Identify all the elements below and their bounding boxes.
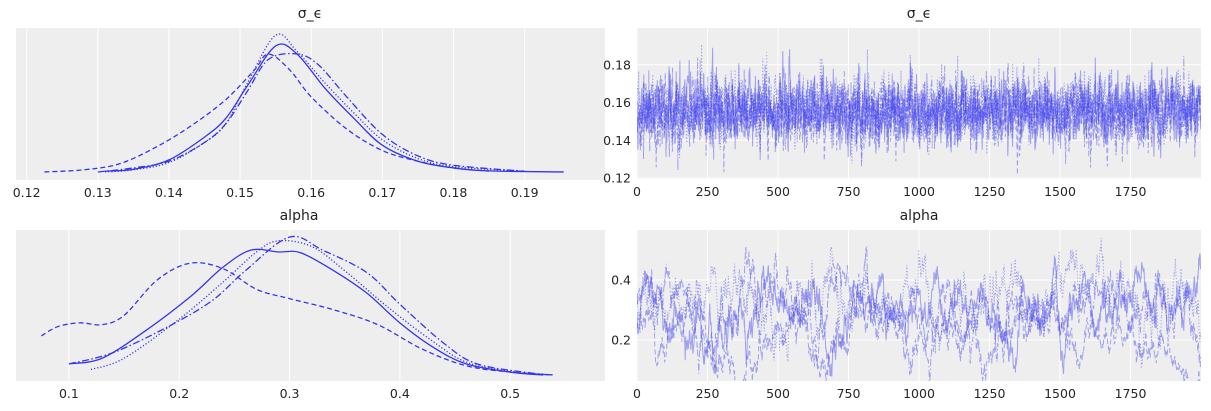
x-tick-label: 0.12 — [13, 185, 41, 200]
y-tick-label: 0.14 — [603, 133, 631, 148]
kde-line-chain-3 — [68, 235, 555, 376]
plot-background — [16, 28, 605, 180]
kde-line-chain-1 — [104, 33, 525, 173]
y-tick-label: 0.16 — [603, 95, 631, 110]
plot-title-alpha-kde: alpha — [279, 208, 319, 224]
x-tick-label: 250 — [696, 184, 720, 199]
x-tick-label: 0.16 — [297, 185, 325, 200]
plot-title-sigma-kde: σ_ϵ — [297, 6, 323, 22]
series-group — [637, 237, 1201, 381]
x-tick-label: 1000 — [903, 184, 935, 199]
x-tick-label: 500 — [766, 386, 790, 401]
x-tick-label: 1500 — [1044, 184, 1076, 199]
panel-alpha-trace: 0 250 500 750 1000 1250 1500 1750 0.2 0.4 — [611, 230, 1201, 401]
panel-alpha-kde: 0.1 0.2 0.3 0.4 0.5 — [16, 230, 605, 401]
y-tick-label: 0.4 — [611, 273, 631, 288]
x-tick-label: 500 — [766, 184, 790, 199]
x-tick-label: 0.4 — [390, 386, 410, 401]
y-tick-label: 0.2 — [611, 332, 631, 347]
x-tick-label: 1750 — [1115, 184, 1147, 199]
x-tick-label: 0.13 — [84, 185, 112, 200]
x-tick-label: 250 — [696, 386, 720, 401]
trace-line-chain-0 — [637, 253, 1201, 377]
plot-background — [16, 230, 605, 381]
trace-line-chain-2 — [637, 287, 1201, 381]
panel-sigma-trace: 0 250 500 750 1000 1250 1500 1750 0.12 0.14 0.16 0.… — [603, 28, 1201, 199]
trace-line-chain-1 — [637, 44, 1201, 164]
series-group — [637, 44, 1201, 175]
x-tick-label: 0.5 — [500, 386, 520, 401]
x-tick-label: 0 — [633, 184, 641, 199]
kde-line-chain-3 — [97, 52, 525, 173]
x-tick-label: 1250 — [974, 386, 1006, 401]
series-group — [44, 33, 564, 173]
x-tick-label: 0.19 — [511, 185, 539, 200]
kde-line-chain-2 — [44, 53, 490, 173]
x-tick-label: 0.17 — [368, 185, 396, 200]
plot-title-alpha-trace: alpha — [899, 208, 939, 224]
series-group — [41, 235, 555, 376]
x-tick-label: 0.2 — [169, 386, 189, 401]
x-tick-label: 1500 — [1044, 386, 1076, 401]
y-tick-label: 0.18 — [603, 57, 631, 72]
kde-line-chain-1 — [90, 239, 555, 376]
x-tick-label: 0.1 — [59, 386, 79, 401]
trace-line-chain-1 — [637, 237, 1201, 369]
plot-title-sigma-trace: σ_ϵ — [906, 6, 932, 22]
x-tick-label: 0.18 — [440, 185, 468, 200]
x-tick-label: 1000 — [903, 386, 935, 401]
x-tick-label: 0.15 — [226, 185, 254, 200]
x-tick-label: 0.14 — [155, 185, 183, 200]
y-tick-label: 0.12 — [603, 171, 631, 186]
x-tick-label: 0 — [633, 386, 641, 401]
x-tick-label: 750 — [837, 184, 861, 199]
kde-line-chain-2 — [41, 262, 555, 376]
trace-line-chain-3 — [637, 246, 1201, 381]
panel-sigma-kde: 0.12 0.13 0.14 0.15 0.16 0.17 0.18 0.19 — [13, 28, 605, 200]
x-tick-label: 1750 — [1115, 386, 1147, 401]
x-tick-label: 750 — [837, 386, 861, 401]
x-tick-label: 1250 — [974, 184, 1006, 199]
x-tick-label: 0.3 — [280, 386, 300, 401]
kde-line-chain-0 — [68, 248, 544, 376]
trace-line-chain-3 — [637, 55, 1201, 171]
trace-line-chain-2 — [637, 57, 1201, 175]
trace-line-chain-0 — [637, 47, 1201, 159]
